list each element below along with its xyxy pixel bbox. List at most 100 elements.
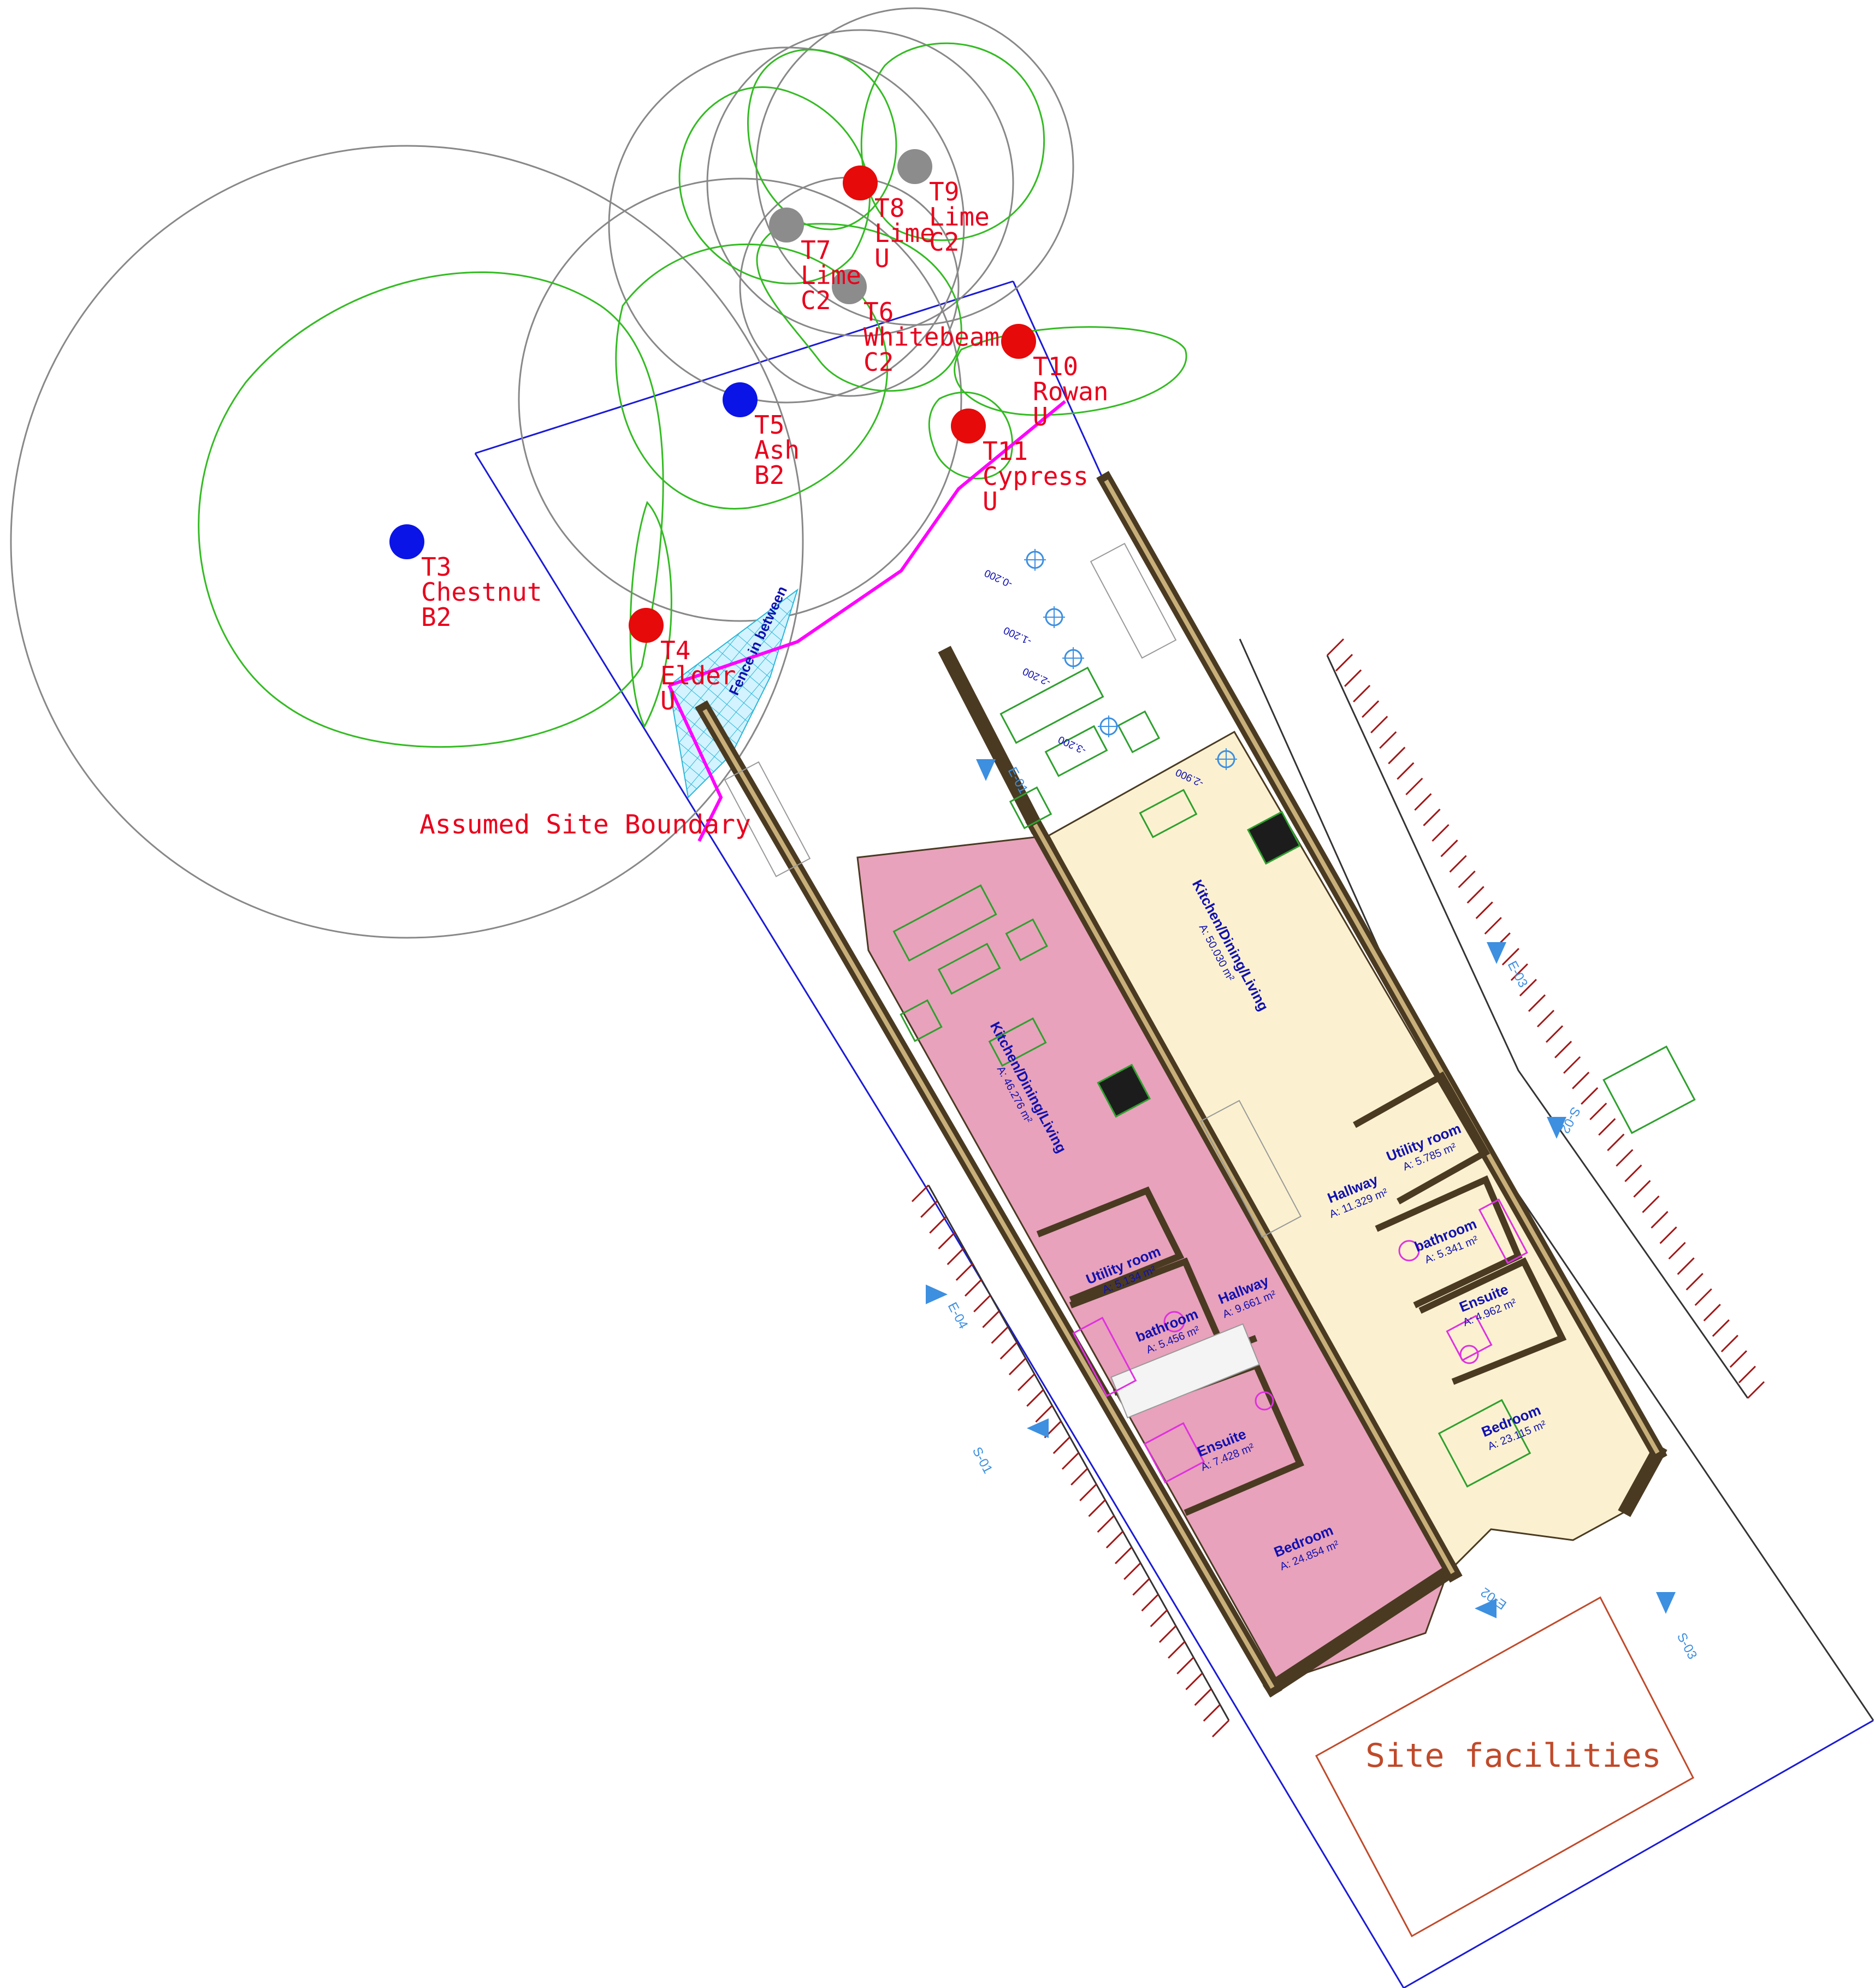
hatch-tick xyxy=(1335,654,1353,672)
tree-grade-label: B2 xyxy=(754,460,784,490)
hatch-tick xyxy=(973,1294,991,1312)
hatch-tick xyxy=(1423,808,1441,826)
canopy-circle-t3 xyxy=(10,145,804,939)
wall-left-front xyxy=(1262,1563,1458,1698)
right-ensuite-walls xyxy=(1418,1257,1567,1385)
fence-line xyxy=(669,400,1066,687)
marker-e04: E-04 xyxy=(926,1285,971,1332)
tree-grade-label: U xyxy=(983,487,998,516)
tree-species-label: Lime xyxy=(874,218,935,248)
tree-id-label: T5 xyxy=(754,410,784,440)
right-armchair-1 xyxy=(1009,786,1052,830)
marker-s02: S-02 xyxy=(1547,1104,1583,1139)
tree-canopy-spreads xyxy=(10,7,1074,939)
canopy-circle-t5 xyxy=(518,177,962,622)
hatch-tick xyxy=(1694,1288,1712,1306)
hatch-tick xyxy=(1026,1389,1044,1407)
hatch-tick xyxy=(1397,762,1415,780)
hatch-tick xyxy=(1141,1594,1159,1612)
tree-id-label: T10 xyxy=(1033,352,1078,381)
hatch-tick xyxy=(1150,1610,1168,1628)
hatch-tick xyxy=(1158,1625,1177,1643)
hatch-tick xyxy=(1070,1468,1089,1486)
hatch-tick xyxy=(1510,963,1528,981)
rpz-t8 xyxy=(747,49,897,230)
hatch-tick xyxy=(1370,715,1388,733)
fence-line-return xyxy=(667,684,723,842)
tree-grade-label: U xyxy=(874,244,890,273)
left-wc xyxy=(1163,1311,1185,1333)
tree-species-label: Whitebeam xyxy=(863,322,999,352)
tree-id-label: T6 xyxy=(863,297,894,327)
tree-grade-label: B2 xyxy=(421,602,451,632)
hatch-tick xyxy=(1598,1118,1616,1136)
right-bed xyxy=(1602,1045,1696,1134)
stair-right-internal xyxy=(1199,1099,1302,1238)
rpz-t5 xyxy=(615,243,889,510)
rpz-t6 xyxy=(756,223,962,392)
hatch-tick xyxy=(1501,948,1519,966)
marker-s03: S-03 xyxy=(1656,1592,1700,1662)
sanitary-fittings xyxy=(1072,1198,1528,1484)
tree-id-label: T11 xyxy=(983,436,1028,466)
site-boundary-label: Assumed Site Boundary xyxy=(419,809,751,840)
stair-left-internal xyxy=(1110,1323,1260,1419)
hatch-tick xyxy=(1712,1319,1730,1337)
left-armchair-1 xyxy=(900,999,943,1043)
tree-species-label: Rowan xyxy=(1033,377,1108,406)
svg-text:-3.200: -3.200 xyxy=(1056,733,1088,756)
svg-text:S-03: S-03 xyxy=(1674,1630,1700,1661)
hatch-tick xyxy=(1353,684,1371,703)
hatch-tick xyxy=(1677,1257,1695,1275)
hatch-tick xyxy=(1528,994,1546,1012)
left-sofa xyxy=(892,884,997,962)
svg-text:-1.200: -1.200 xyxy=(1002,624,1033,647)
boundary-line-south xyxy=(922,1182,1874,1988)
hatch-tick xyxy=(1519,979,1537,997)
hatch-tick xyxy=(1079,1483,1097,1501)
hatch-tick xyxy=(947,1247,965,1265)
hatch-tick xyxy=(1105,1531,1123,1549)
hatch-tick xyxy=(955,1263,973,1281)
stair-rear-left xyxy=(724,761,811,878)
hatch-tick xyxy=(1061,1452,1080,1470)
hatch-tick xyxy=(1123,1562,1141,1580)
tree-id-label: T4 xyxy=(660,636,690,665)
hatch-tick xyxy=(1132,1578,1150,1596)
hatch-tick xyxy=(1572,1072,1590,1090)
marker-e03: E-03 xyxy=(1487,942,1530,990)
hatch-tick xyxy=(1362,700,1380,718)
left-utility-walls xyxy=(1036,1186,1185,1303)
hatch-tick xyxy=(999,1342,1018,1360)
right-utility-walls xyxy=(1353,1071,1490,1205)
rpz-t11 xyxy=(928,392,1013,480)
right-kitchen-island xyxy=(1247,810,1301,865)
level-marker-4: -3.200 xyxy=(1056,715,1120,756)
left-armchair-2 xyxy=(1005,918,1048,962)
right-sofa xyxy=(999,666,1104,744)
right-ensuite-basin xyxy=(1459,1345,1479,1364)
tree-grade-label: C2 xyxy=(929,227,959,257)
hatch-tick xyxy=(1738,1365,1756,1383)
hatch-tick xyxy=(1114,1546,1133,1565)
hatch-tick xyxy=(1344,669,1362,687)
tree-species-label: Chestnut xyxy=(421,577,542,607)
hatch-tick xyxy=(1326,638,1345,656)
hatch-tick xyxy=(982,1310,1000,1328)
rpz-t3 xyxy=(198,271,664,748)
rpz-t7 xyxy=(678,86,871,285)
hatch-tick xyxy=(1616,1149,1634,1167)
boundary-line-north xyxy=(475,280,1014,454)
svg-text:E-03: E-03 xyxy=(1505,958,1531,990)
hatch-tick xyxy=(1088,1499,1106,1517)
hatch-tick xyxy=(1651,1211,1669,1229)
tree-dot-icon xyxy=(769,208,804,242)
site-facilities-outline xyxy=(1315,1596,1694,1938)
tree-species-label: Cypress xyxy=(983,461,1089,491)
marker-e02: E-02 xyxy=(1475,1584,1509,1618)
